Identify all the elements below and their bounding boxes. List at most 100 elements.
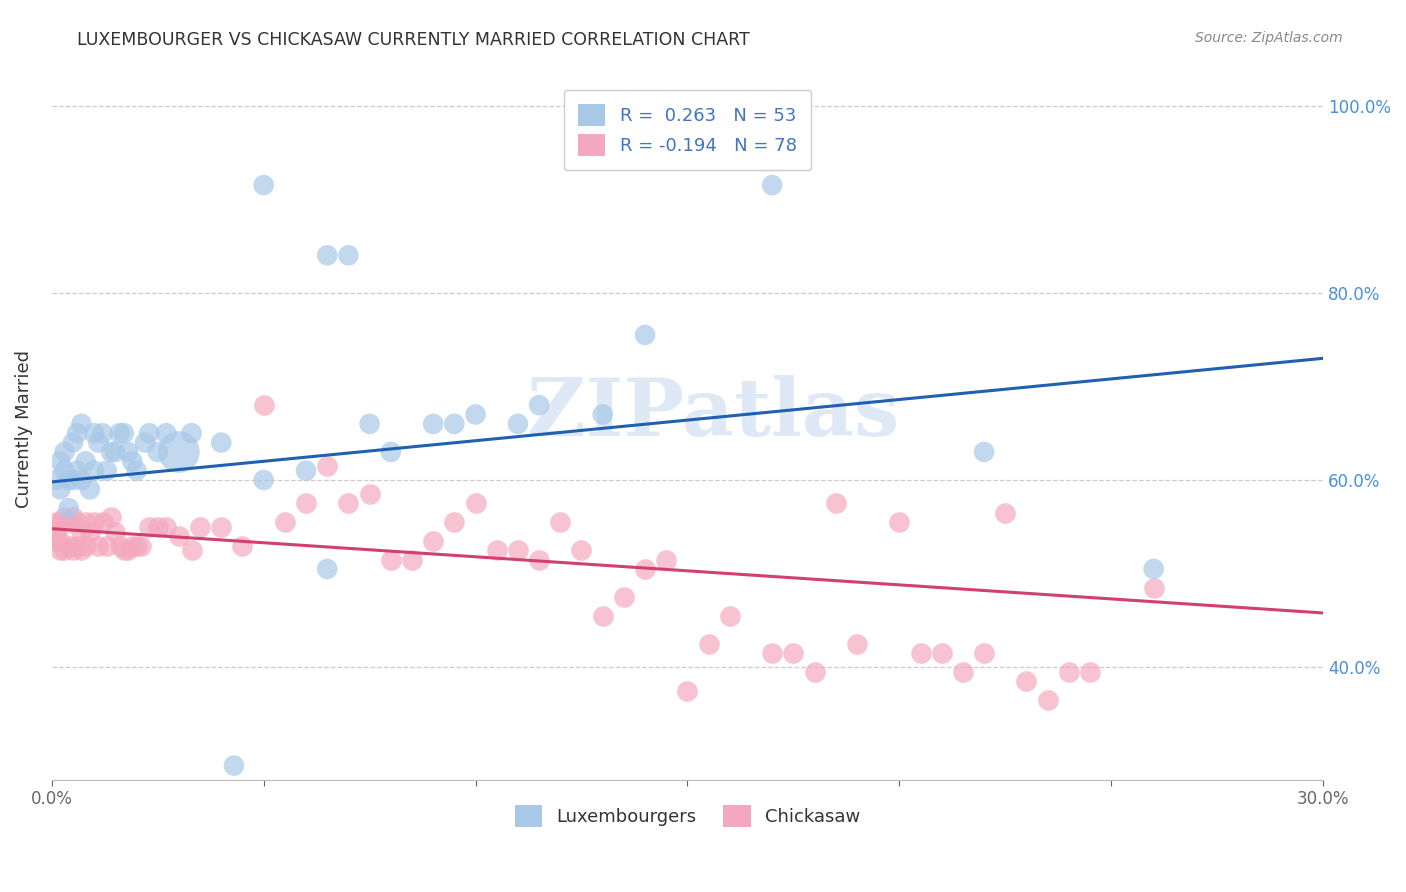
Point <box>49 515 72 529</box>
Point <box>108 539 131 553</box>
Point <box>108 426 131 441</box>
Point <box>58 473 80 487</box>
Point <box>45 524 67 539</box>
Point <box>846 637 869 651</box>
Point <box>134 435 156 450</box>
Point <box>91 426 114 441</box>
Point <box>146 445 169 459</box>
Point <box>96 539 118 553</box>
Point <box>45 473 67 487</box>
Point <box>83 426 105 441</box>
Point <box>188 520 211 534</box>
Point <box>613 590 636 604</box>
Point <box>167 529 190 543</box>
Point <box>592 608 614 623</box>
Point <box>718 608 741 623</box>
Point <box>464 496 486 510</box>
Text: ZIPatlas: ZIPatlas <box>527 376 898 453</box>
Point <box>1015 674 1038 689</box>
Point <box>79 483 101 497</box>
Point <box>62 510 84 524</box>
Point <box>112 543 135 558</box>
Point <box>125 539 148 553</box>
Point <box>100 445 122 459</box>
Point <box>104 524 127 539</box>
Point <box>697 637 720 651</box>
Point <box>75 539 97 553</box>
Point <box>180 426 202 441</box>
Point <box>443 515 465 529</box>
Point <box>155 520 177 534</box>
Point <box>70 543 93 558</box>
Point <box>75 454 97 468</box>
Point <box>66 464 89 478</box>
Point <box>112 426 135 441</box>
Y-axis label: Currently Married: Currently Married <box>15 350 32 508</box>
Point <box>676 683 699 698</box>
Point <box>87 435 110 450</box>
Point <box>66 515 89 529</box>
Point <box>316 458 339 473</box>
Point <box>121 539 143 553</box>
Point <box>70 417 93 431</box>
Point <box>209 520 232 534</box>
Point <box>222 758 245 772</box>
Text: Source: ZipAtlas.com: Source: ZipAtlas.com <box>1195 31 1343 45</box>
Point <box>167 445 190 459</box>
Point <box>316 562 339 576</box>
Point <box>62 435 84 450</box>
Point <box>761 646 783 660</box>
Point <box>1142 581 1164 595</box>
Point <box>117 543 139 558</box>
Point <box>49 483 72 497</box>
Point <box>1036 693 1059 707</box>
Legend: Luxembourgers, Chickasaw: Luxembourgers, Chickasaw <box>508 797 868 834</box>
Point <box>253 398 276 412</box>
Point <box>571 543 593 558</box>
Point <box>75 515 97 529</box>
Point <box>62 473 84 487</box>
Point <box>1078 665 1101 679</box>
Point <box>337 248 360 262</box>
Point <box>45 533 67 548</box>
Point <box>295 496 318 510</box>
Point <box>96 464 118 478</box>
Point <box>464 408 486 422</box>
Point <box>253 473 276 487</box>
Point <box>527 398 550 412</box>
Point <box>231 539 253 553</box>
Point <box>1057 665 1080 679</box>
Point <box>53 445 76 459</box>
Point <box>53 543 76 558</box>
Point <box>931 646 953 660</box>
Point <box>104 445 127 459</box>
Point <box>58 501 80 516</box>
Point <box>634 562 657 576</box>
Point <box>53 510 76 524</box>
Point <box>87 539 110 553</box>
Point <box>53 464 76 478</box>
Point <box>138 426 160 441</box>
Point <box>337 496 360 510</box>
Point <box>973 445 995 459</box>
Point <box>253 178 276 193</box>
Point <box>274 515 297 529</box>
Point <box>117 445 139 459</box>
Point <box>125 464 148 478</box>
Point <box>58 515 80 529</box>
Point <box>889 515 911 529</box>
Point <box>316 248 339 262</box>
Point <box>295 464 318 478</box>
Point <box>83 515 105 529</box>
Point <box>180 543 202 558</box>
Point <box>952 665 974 679</box>
Point <box>79 524 101 539</box>
Point <box>49 543 72 558</box>
Point <box>443 417 465 431</box>
Point <box>83 464 105 478</box>
Point <box>761 178 783 193</box>
Text: LUXEMBOURGER VS CHICKASAW CURRENTLY MARRIED CORRELATION CHART: LUXEMBOURGER VS CHICKASAW CURRENTLY MARR… <box>77 31 749 49</box>
Point <box>973 646 995 660</box>
Point <box>58 539 80 553</box>
Point <box>485 543 508 558</box>
